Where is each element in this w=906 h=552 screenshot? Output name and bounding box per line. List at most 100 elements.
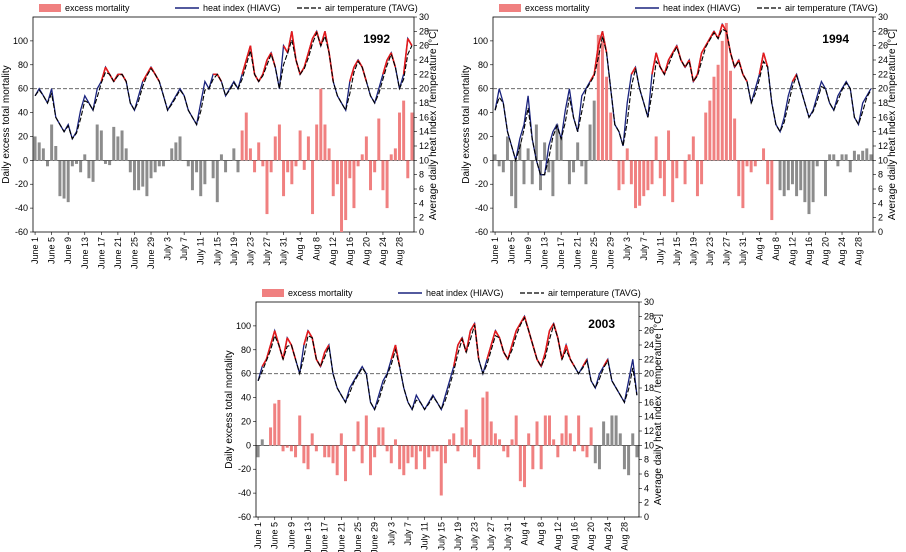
y2-tick-label: 30: [644, 297, 654, 307]
x-tick-label: Aug 12: [787, 237, 797, 266]
year-title: 1994: [822, 32, 849, 46]
y-axis-label: Daily excess total mortality: [224, 350, 235, 468]
x-tick-label: July 11: [196, 237, 206, 265]
x-tick-label: Aug 28: [395, 237, 405, 266]
excess-bar: [501, 160, 505, 173]
heat-index-hot-segment: [273, 330, 280, 346]
excess-bar: [852, 150, 856, 161]
heat-index-hot-segment: [452, 344, 459, 367]
excess-bar: [762, 148, 766, 161]
excess-bar: [91, 160, 95, 182]
excess-bar: [348, 160, 352, 179]
heat-index-hot-segment: [282, 45, 289, 54]
y2-tick-label: 10: [644, 440, 654, 450]
y2-tick-label: 8: [419, 170, 424, 180]
y2-tick-label: 28: [419, 26, 429, 36]
excess-bar: [539, 445, 543, 470]
y2-tick-label: 20: [644, 369, 654, 379]
excess-bar: [695, 160, 699, 197]
excess-bar: [132, 160, 136, 191]
heat-index-hot-segment: [663, 59, 670, 75]
heat-index-hot-segment: [490, 330, 497, 346]
excess-bar: [37, 142, 41, 161]
y-tick-label: 80: [18, 60, 28, 70]
heat-index-hot-segment: [486, 344, 492, 360]
x-tick-label: July 31: [279, 237, 289, 266]
x-tick-label: June 1: [30, 237, 40, 264]
excess-bar: [543, 142, 547, 161]
y2-tick-label: 4: [644, 483, 649, 493]
excess-bar: [662, 160, 666, 197]
excess-bar: [716, 64, 720, 161]
heat-index-hot-segment: [324, 31, 330, 53]
x-tick-label: Aug 28: [854, 237, 864, 266]
heat-index-hot-segment: [494, 330, 501, 339]
heat-index-hot-segment: [515, 323, 522, 332]
y-axis-label: Daily excess total mortality: [1, 65, 12, 183]
excess-bar: [473, 445, 477, 458]
x-tick-label: June 21: [336, 522, 346, 552]
excess-bar: [418, 445, 422, 452]
heat-index-hot-segment: [402, 38, 409, 75]
excess-bar: [431, 445, 435, 452]
x-tick-label: June 25: [129, 237, 139, 269]
heat-index-hot-segment: [265, 344, 272, 360]
y2-axis-label: Average daily heat index / temperature […: [887, 29, 898, 220]
excess-bar: [749, 160, 753, 173]
legend: excess mortality heat index (HIAVG) air te…: [262, 288, 641, 298]
excess-bar: [534, 124, 538, 161]
excess-bar: [285, 445, 289, 448]
x-tick-label: Aug 8: [312, 237, 322, 261]
excess-bar: [199, 160, 203, 197]
excess-bar: [782, 160, 786, 197]
excess-bar: [315, 124, 319, 161]
y2-tick-label: 2: [878, 213, 883, 223]
excess-bar: [498, 439, 502, 446]
x-tick-label: Aug 8: [771, 237, 781, 261]
y-tick-label: 0: [23, 155, 28, 165]
x-tick-label: July 23: [705, 237, 715, 266]
x-tick-label: July 19: [688, 237, 698, 266]
excess-bar: [815, 160, 819, 167]
excess-bar: [560, 433, 564, 446]
y2-tick-label: 22: [644, 354, 654, 364]
heat-index-hot-segment: [597, 31, 604, 46]
excess-bar: [627, 445, 631, 476]
legend-excess-swatch: [39, 4, 61, 12]
excess-bar: [543, 415, 547, 446]
excess-bar: [848, 160, 852, 173]
excess-bar: [219, 154, 223, 161]
excess-bar: [518, 445, 522, 482]
x-tick-label: Aug 12: [553, 522, 563, 551]
excess-bar: [178, 136, 182, 161]
excess-bar: [510, 439, 514, 446]
excess-bar: [50, 124, 54, 161]
excess-bar: [112, 126, 116, 161]
y2-tick-label: 30: [419, 12, 429, 22]
excess-bar: [141, 160, 145, 187]
excess-bar: [642, 160, 646, 197]
heat-index-hot-segment: [266, 52, 272, 61]
air-temperature-line: [34, 31, 413, 140]
y-tick-label: 100: [473, 36, 488, 46]
x-tick-label: July 15: [672, 237, 682, 266]
legend-excess-swatch: [499, 4, 521, 12]
excess-bar: [592, 100, 596, 161]
heat-index-hot-segment: [630, 66, 637, 75]
excess-bar: [393, 148, 397, 161]
excess-bar: [377, 427, 381, 446]
heat-index-hot-segment: [353, 59, 359, 68]
heat-index-hot-segment: [709, 30, 715, 39]
heat-index-hot-segment: [390, 344, 397, 360]
y-tick-label: -20: [238, 464, 251, 474]
excess-bar: [368, 445, 372, 476]
excess-bar: [555, 124, 559, 161]
excess-bar: [269, 427, 273, 446]
excess-bar: [74, 160, 78, 164]
excess-bar: [281, 445, 285, 452]
y-tick-label: -40: [15, 203, 28, 213]
excess-bar: [618, 433, 622, 446]
excess-bar: [414, 445, 418, 470]
excess-bar: [352, 445, 356, 452]
excess-bar: [439, 445, 443, 496]
